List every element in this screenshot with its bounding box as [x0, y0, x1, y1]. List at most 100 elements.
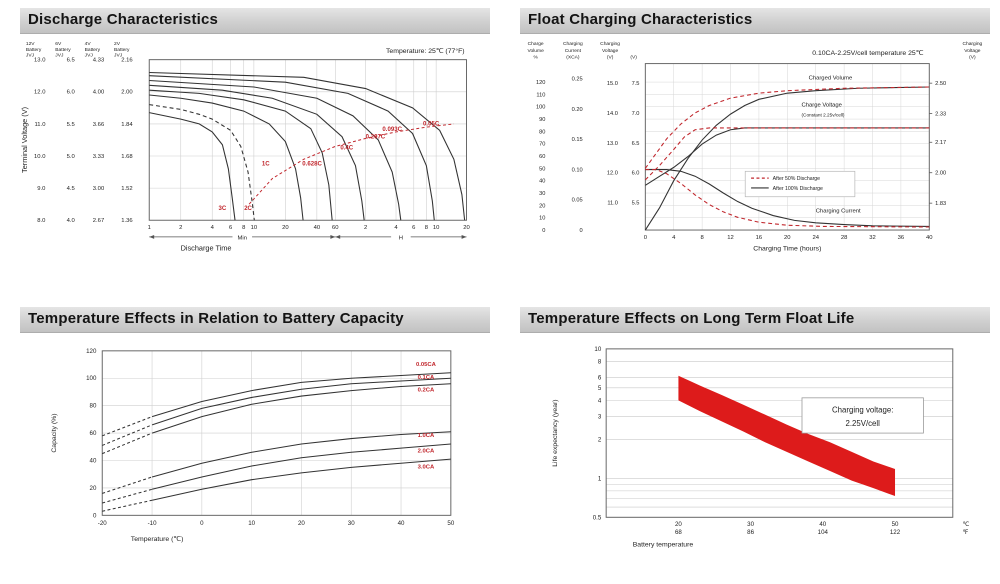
svg-text:13.0: 13.0	[607, 141, 618, 147]
svg-text:60: 60	[90, 430, 97, 437]
svg-text:70: 70	[539, 142, 545, 148]
svg-text:(V): (V)	[969, 55, 976, 61]
svg-text:0: 0	[200, 520, 204, 527]
svg-text:Battery temperature: Battery temperature	[633, 542, 694, 549]
svg-text:JVJ: JVJ	[85, 53, 94, 59]
svg-text:40: 40	[539, 179, 545, 185]
svg-text:Charge: Charge	[528, 41, 544, 47]
svg-text:8.0: 8.0	[37, 218, 46, 224]
svg-text:0.05: 0.05	[572, 198, 583, 204]
svg-text:5.5: 5.5	[67, 122, 76, 128]
svg-text:40: 40	[90, 457, 97, 464]
svg-text:104: 104	[818, 529, 829, 536]
svg-text:JVJ: JVJ	[114, 53, 123, 59]
svg-text:40: 40	[819, 521, 826, 528]
svg-text:2.50: 2.50	[935, 81, 946, 87]
panel-temperature-capacity: Temperature Effects in Relation to Batte…	[20, 307, 490, 584]
svg-text:℉: ℉	[963, 530, 969, 536]
svg-text:0: 0	[93, 512, 97, 519]
svg-text:11.0: 11.0	[607, 201, 618, 207]
svg-text:2V: 2V	[114, 41, 121, 47]
discharge-characteristics-chart: 12VBatteryJVJ13.012.011.010.09.08.06VBat…	[20, 41, 470, 253]
svg-text:5.0: 5.0	[67, 154, 76, 160]
svg-text:-20: -20	[98, 520, 107, 527]
section-title-bar: Discharge Characteristics	[20, 8, 490, 34]
svg-text:20: 20	[784, 235, 791, 241]
svg-text:JVJ: JVJ	[26, 53, 35, 59]
svg-text:120: 120	[536, 80, 545, 86]
svg-text:90: 90	[539, 117, 545, 123]
svg-text:4.00: 4.00	[93, 90, 105, 96]
svg-text:8: 8	[242, 225, 245, 231]
svg-text:0: 0	[580, 228, 583, 234]
section-title: Float Charging Characteristics	[528, 11, 753, 28]
svg-text:Voltage: Voltage	[964, 48, 981, 54]
svg-text:60: 60	[539, 154, 545, 160]
svg-text:3: 3	[598, 414, 602, 421]
svg-text:0.2CA: 0.2CA	[418, 387, 435, 393]
svg-text:Terminal Voltage (V): Terminal Voltage (V)	[20, 107, 29, 173]
svg-text:11.0: 11.0	[34, 122, 46, 128]
temperature-capacity-chart: 0 20 40 60 80 100 120 -20 -10 0 10 20 30 40 50 Capacity…	[51, 348, 455, 543]
svg-text:Battery: Battery	[26, 47, 42, 53]
svg-text:32: 32	[869, 235, 876, 241]
panel-float-life: Temperature Effects on Long Term Float L…	[520, 307, 990, 584]
svg-text:Charging: Charging	[563, 41, 583, 47]
svg-text:1.83: 1.83	[935, 201, 946, 207]
svg-text:36: 36	[898, 235, 905, 241]
svg-text:0.15: 0.15	[572, 137, 583, 143]
svg-text:2.00: 2.00	[121, 90, 133, 96]
svg-text:6: 6	[229, 225, 232, 231]
svg-text:20: 20	[282, 225, 289, 231]
svg-text:4V: 4V	[85, 41, 92, 47]
svg-text:1C: 1C	[262, 162, 270, 168]
svg-text:JVJ: JVJ	[55, 53, 64, 59]
svg-text:2: 2	[364, 225, 367, 231]
svg-text:30: 30	[539, 191, 545, 197]
svg-text:Charging: Charging	[600, 41, 620, 47]
svg-text:40: 40	[398, 520, 405, 527]
svg-text:10: 10	[594, 346, 601, 353]
svg-text:2.25V/cell: 2.25V/cell	[846, 419, 881, 428]
svg-text:4.33: 4.33	[93, 58, 104, 64]
svg-text:28: 28	[841, 235, 848, 241]
svg-text:0.25: 0.25	[572, 77, 583, 83]
svg-text:Charging: Charging	[962, 41, 982, 47]
svg-text:6.5: 6.5	[67, 58, 76, 64]
svg-text:2.16: 2.16	[121, 58, 132, 64]
svg-text:40: 40	[314, 225, 321, 231]
svg-text:Discharge Time: Discharge Time	[181, 244, 232, 253]
svg-text:86: 86	[747, 529, 754, 536]
svg-text:4: 4	[598, 397, 602, 404]
svg-text:0: 0	[542, 228, 545, 234]
svg-text:Battery: Battery	[85, 47, 101, 53]
svg-text:Charging voltage:: Charging voltage:	[832, 406, 893, 415]
svg-text:2C: 2C	[244, 206, 252, 212]
svg-text:3C: 3C	[219, 206, 227, 212]
svg-text:(XCA): (XCA)	[566, 55, 580, 61]
svg-text:10.0: 10.0	[34, 154, 46, 160]
svg-text:50: 50	[539, 166, 545, 172]
svg-text:5: 5	[598, 385, 602, 392]
svg-text:Voltage: Voltage	[602, 48, 619, 54]
svg-text:6.0: 6.0	[632, 171, 640, 177]
svg-text:Current: Current	[565, 48, 582, 54]
section-title: Discharge Characteristics	[28, 11, 219, 28]
svg-text:1.52: 1.52	[121, 186, 132, 192]
svg-text:122: 122	[890, 529, 901, 536]
section-title-bar: Temperature Effects on Long Term Float L…	[520, 307, 990, 333]
svg-text:Life expectancy (year): Life expectancy (year)	[552, 399, 559, 466]
svg-text:0.093C: 0.093C	[382, 127, 402, 133]
svg-text:Charging Current: Charging Current	[816, 208, 861, 214]
svg-text:Charging Time (hours): Charging Time (hours)	[753, 246, 821, 253]
svg-text:14.0: 14.0	[607, 111, 618, 117]
float-charging-characteristics-chart: ChargeVolumeChargingCurrentChargingVolta…	[528, 41, 983, 253]
svg-text:60: 60	[332, 225, 339, 231]
svg-text:12: 12	[727, 235, 734, 241]
svg-text:100: 100	[536, 105, 545, 111]
svg-text:20: 20	[463, 225, 470, 231]
svg-text:0.5: 0.5	[593, 514, 602, 521]
svg-text:50: 50	[447, 520, 454, 527]
svg-text:0.628C: 0.628C	[302, 162, 322, 168]
